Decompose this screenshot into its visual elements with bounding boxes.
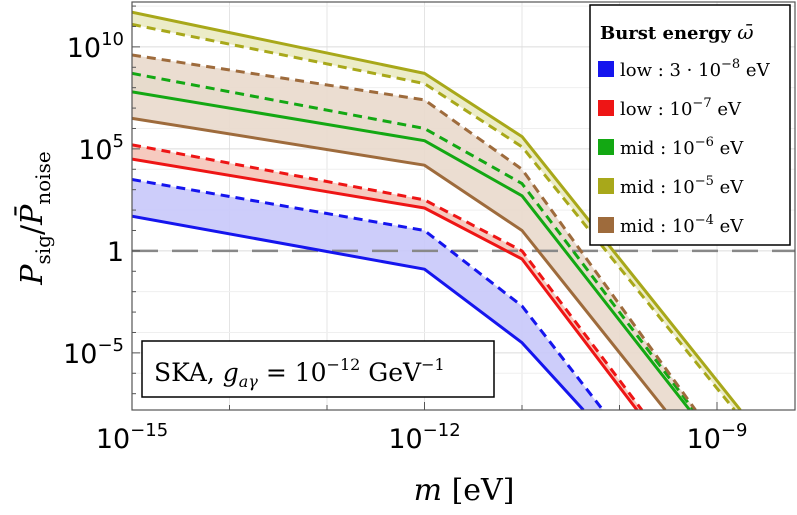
series-line-solid-3	[132, 10, 742, 410]
svg-text:SKA, gaγ = 10−12 GeV−1: SKA, gaγ = 10−12 GeV−1	[154, 355, 445, 391]
legend-label-4: mid : 10−4 eV	[620, 213, 744, 237]
ylabel-num: P	[15, 264, 50, 286]
legend-title: Burst energy ω̄	[600, 20, 754, 44]
svg-text:Psig/P̄noise: Psig/P̄noise	[14, 151, 55, 285]
legend-label-2: mid : 10−6 eV	[620, 135, 744, 159]
y-axis-label: Psig/P̄noise	[14, 151, 55, 285]
ylabel-den: P̄	[14, 204, 50, 226]
x-axis-label: m [eV]	[414, 473, 515, 508]
series-line-solid-1	[132, 157, 639, 410]
y-tick-label: 10−5	[63, 335, 124, 370]
series-line-dashed-0	[132, 178, 605, 410]
y-tick-label: 1	[107, 237, 124, 268]
legend-swatch-2	[598, 139, 614, 155]
series-lines	[132, 10, 742, 410]
x-tick-label: 10−12	[388, 420, 460, 455]
series-line-solid-4	[132, 116, 667, 410]
series-line-dashed-2	[132, 71, 695, 410]
legend-label-1: low : 10−7 eV	[620, 96, 742, 120]
series-line-dashed-1	[132, 143, 644, 410]
y-tick-label: 105	[78, 131, 124, 166]
ylabel-den-sub: noise	[31, 151, 55, 204]
x-tick-label: 10−15	[96, 420, 168, 455]
legend-label-0: low : 3 · 10−8 eV	[620, 57, 771, 81]
series-line-dashed-4	[132, 53, 697, 410]
legend-label-3: mid : 10−5 eV	[620, 174, 744, 198]
series-band-1	[132, 144, 642, 410]
series-line-solid-0	[132, 214, 585, 410]
axes: 10−15 10−12 10−9 1010 105 1 10−5	[63, 5, 748, 455]
x-tick-label: 10−9	[687, 420, 748, 455]
y-tick-label: 1010	[67, 29, 124, 64]
plot-frame	[131, 1, 796, 411]
ylabel-num-sub: sig	[31, 235, 55, 265]
legend-swatch-1	[598, 100, 614, 116]
legend-swatch-4	[598, 217, 614, 233]
series-line-solid-2	[132, 90, 691, 410]
legend-swatch-3	[598, 178, 614, 194]
legend: Burst energy ω̄ low : 3 · 10−8 eV low : 1…	[589, 4, 791, 246]
legend-swatch-0	[598, 61, 614, 77]
annotation-box: SKA, gaγ = 10−12 GeV−1	[141, 340, 495, 398]
